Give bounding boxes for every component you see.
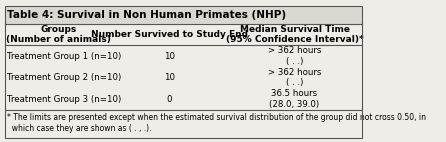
Text: Groups
(Number of animals): Groups (Number of animals): [6, 25, 111, 44]
Text: 10: 10: [164, 52, 175, 60]
Text: Number Survived to Study End: Number Survived to Study End: [91, 30, 248, 39]
Text: Treatment Group 2 (n=10): Treatment Group 2 (n=10): [7, 73, 121, 82]
Text: > 362 hours
( . .): > 362 hours ( . .): [268, 46, 321, 66]
Text: * The limits are presented except when the estimated survival distribution of th: * The limits are presented except when t…: [7, 113, 426, 133]
FancyBboxPatch shape: [5, 6, 363, 24]
Text: 0: 0: [167, 95, 172, 104]
Text: Treatment Group 3 (n=10): Treatment Group 3 (n=10): [7, 95, 121, 104]
Text: Treatment Group 1 (n=10): Treatment Group 1 (n=10): [7, 52, 121, 60]
Text: Table 4: Survival in Non Human Primates (NHP): Table 4: Survival in Non Human Primates …: [7, 10, 286, 20]
Text: > 362 hours
( . .): > 362 hours ( . .): [268, 68, 321, 87]
Text: Median Survival Time
(95% Confidence Interval)*: Median Survival Time (95% Confidence Int…: [226, 25, 363, 44]
Text: 36.5 hours
(28.0, 39.0): 36.5 hours (28.0, 39.0): [269, 89, 320, 109]
Text: 10: 10: [164, 73, 175, 82]
